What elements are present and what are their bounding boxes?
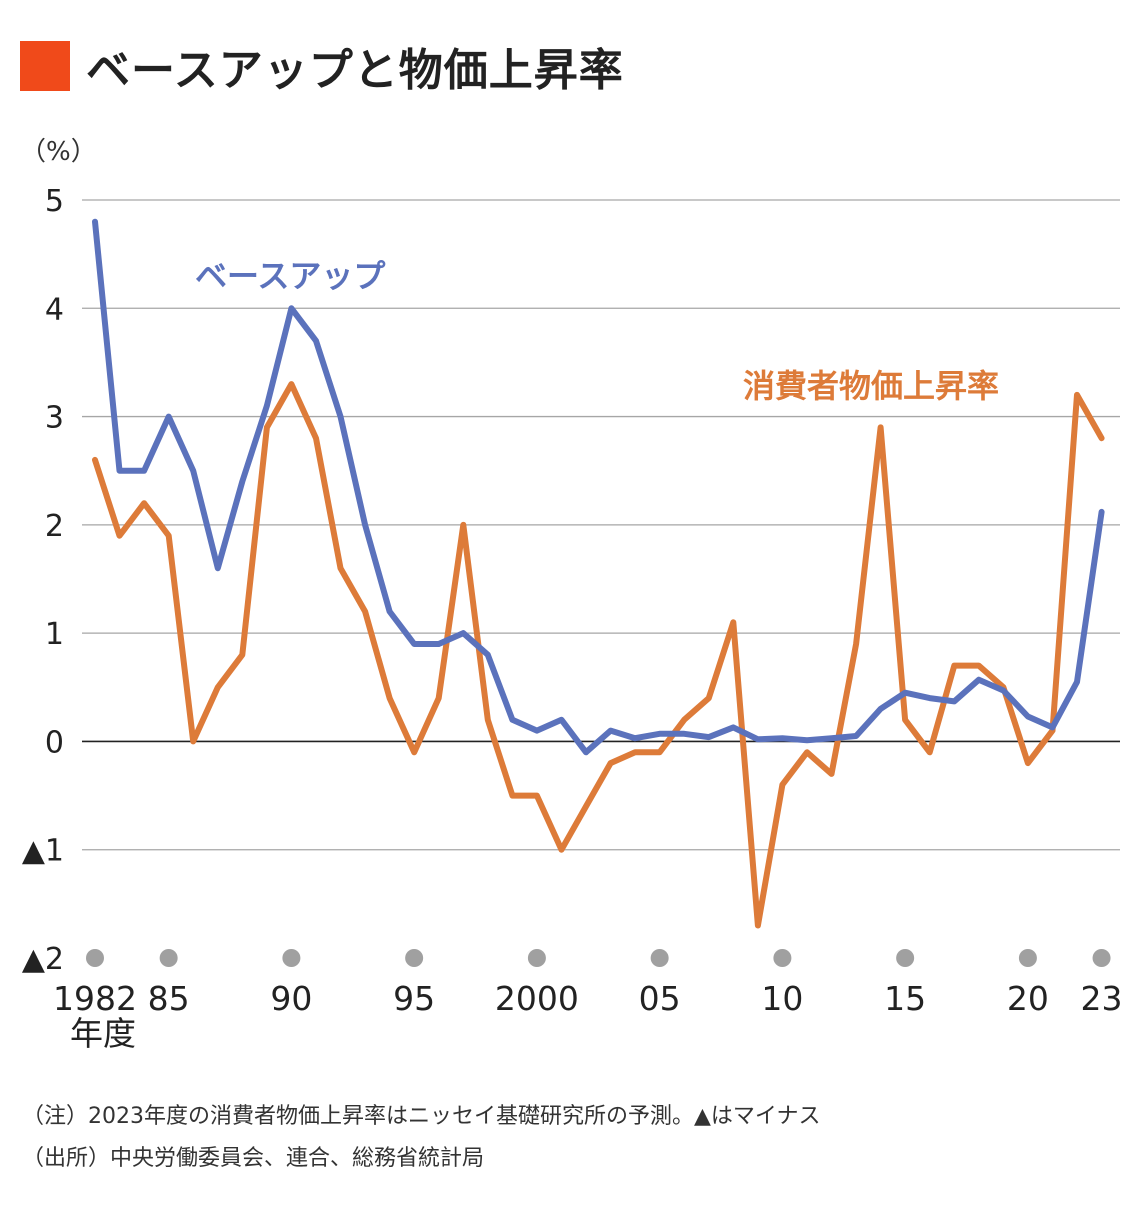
title-marker-square <box>20 41 70 91</box>
series-lines <box>92 218 1105 929</box>
x-tick-dot <box>527 949 546 967</box>
x-tick-label: 1982 <box>53 979 137 1018</box>
y-tick-label: 3 <box>45 401 64 436</box>
x-axis-tick-labels: 1982 85 90 95 2000 05 10 15 20 23 <box>53 949 1123 1018</box>
x-tick-dot <box>1018 949 1037 967</box>
x-tick-dot <box>282 949 301 967</box>
x-tick-label: 10 <box>761 979 803 1018</box>
x-tick-dot <box>405 949 424 967</box>
base-up-series-line <box>92 218 1105 756</box>
x-tick-label: 05 <box>639 979 681 1018</box>
y-axis-tick-labels: 5 4 3 2 1 0 ▲1 ▲2 <box>22 184 64 977</box>
x-tick-label: 2000 <box>495 979 579 1018</box>
y-tick-label: 0 <box>45 725 64 760</box>
y-tick-label: 4 <box>45 292 64 327</box>
chart-title: ベースアップと物価上昇率 <box>86 45 624 96</box>
y-tick-label: ▲1 <box>22 834 64 869</box>
chart-title-row: ベースアップと物価上昇率 <box>20 38 624 96</box>
x-tick-dot <box>159 949 178 967</box>
y-tick-label: 2 <box>45 509 64 544</box>
x-tick-dot <box>773 949 792 967</box>
source-note: （出所）中央労働委員会、連合、総務省統計局 <box>22 1146 485 1171</box>
x-tick-label: 95 <box>393 979 435 1018</box>
x-tick-label: 23 <box>1081 979 1123 1018</box>
series-label-base-up: ベースアップ <box>195 257 386 295</box>
y-tick-label: ▲2 <box>22 942 64 977</box>
y-tick-label: 5 <box>45 184 64 219</box>
series-label-cpi: 消費者物価上昇率 <box>743 367 999 405</box>
y-tick-label: 1 <box>45 617 64 652</box>
x-tick-dot <box>1092 949 1111 967</box>
x-tick-dot <box>896 949 915 967</box>
x-tick-label: 20 <box>1007 979 1049 1018</box>
cpi-series-line <box>92 381 1105 929</box>
footnote: （注）2023年度の消費者物価上昇率はニッセイ基礎研究所の予測。▲はマイナス <box>22 1104 821 1129</box>
y-axis-unit-label: （%） <box>20 137 97 167</box>
x-axis-unit-label: 年度 <box>70 1014 136 1053</box>
gridlines <box>82 199 1120 851</box>
x-tick-dot <box>86 949 104 967</box>
x-tick-label: 85 <box>148 979 190 1018</box>
x-tick-dot <box>650 949 669 967</box>
x-tick-label: 90 <box>270 979 312 1018</box>
x-tick-label: 15 <box>884 979 926 1018</box>
